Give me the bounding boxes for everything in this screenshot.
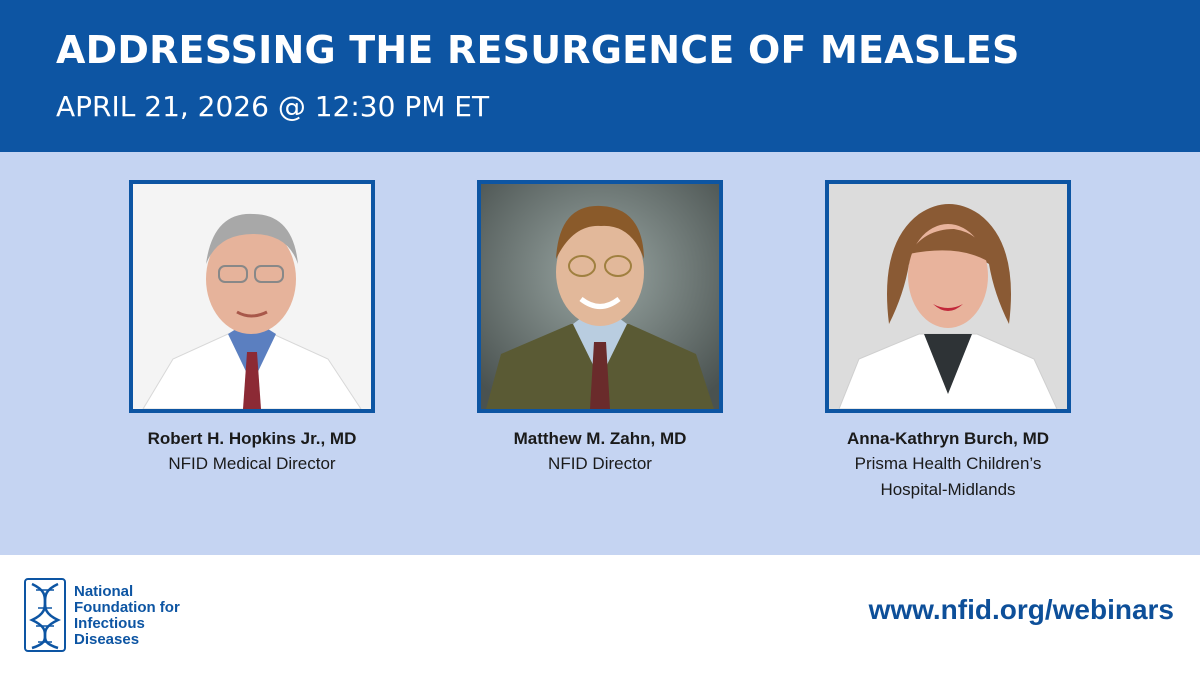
speaker-card: Robert H. Hopkins Jr., MD NFID Medical D… [129,180,375,477]
speaker-card: Matthew M. Zahn, MD NFID Director [477,180,723,477]
speaker-role-line2: Hospital-Midlands [880,480,1016,499]
webinars-url[interactable]: www.nfid.org/webinars [868,594,1174,625]
speaker-photo [477,180,723,413]
event-title: ADDRESSING THE RESURGENCE OF MEASLES [56,28,1020,72]
speaker-role: NFID Medical Director [168,454,336,473]
speaker-name: Anna-Kathryn Burch, MD [846,429,1050,448]
speaker-photo [129,180,375,413]
speaker-photo [825,180,1071,413]
speaker-role-line1: Prisma Health Children’s [854,454,1042,473]
speaker-name: Robert H. Hopkins Jr., MD [147,429,357,448]
speaker-card: Anna-Kathryn Burch, MD Prisma Health Chi… [825,180,1071,503]
nfid-logo: National Foundation for Infectious Disea… [24,578,194,654]
dna-helix-icon [24,578,66,652]
speaker-role: NFID Director [548,454,652,473]
org-name: National Foundation for Infectious Disea… [74,583,180,648]
speaker-name: Matthew M. Zahn, MD [513,429,687,448]
event-date: APRIL 21, 2026 @ 12:30 PM ET [56,90,490,123]
header-banner: ADDRESSING THE RESURGENCE OF MEASLES APR… [0,0,1200,152]
